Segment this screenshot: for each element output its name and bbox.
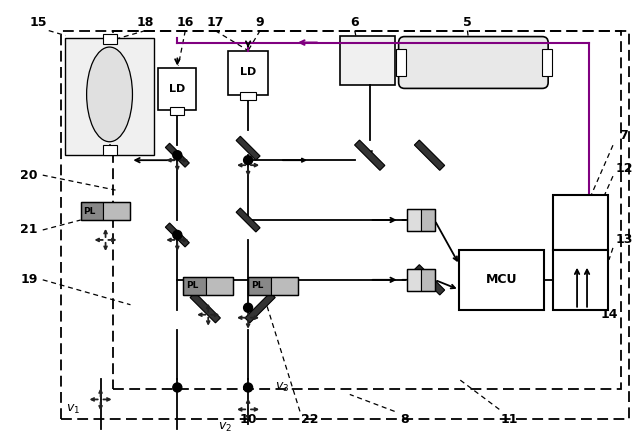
Text: 12: 12 xyxy=(615,161,633,175)
Polygon shape xyxy=(354,140,385,170)
Bar xyxy=(240,92,256,100)
Polygon shape xyxy=(245,293,275,323)
Bar xyxy=(103,202,131,220)
Text: 7: 7 xyxy=(619,129,628,142)
Polygon shape xyxy=(165,223,190,247)
Polygon shape xyxy=(236,136,260,160)
Bar xyxy=(112,31,621,389)
Text: 20: 20 xyxy=(20,169,37,182)
Text: 22: 22 xyxy=(301,413,319,426)
Text: 13: 13 xyxy=(615,234,633,246)
Bar xyxy=(271,277,298,295)
Bar xyxy=(81,202,103,220)
Bar xyxy=(228,51,268,95)
Bar xyxy=(396,48,406,77)
Bar xyxy=(183,277,206,295)
Bar xyxy=(553,195,608,250)
Text: 18: 18 xyxy=(137,16,154,29)
Text: MCU: MCU xyxy=(486,273,517,286)
Bar xyxy=(158,69,197,110)
Text: 9: 9 xyxy=(256,16,264,29)
Bar xyxy=(406,209,434,231)
Polygon shape xyxy=(190,293,221,323)
Text: 19: 19 xyxy=(20,273,37,286)
Bar xyxy=(420,209,434,231)
Bar xyxy=(65,37,155,155)
Bar xyxy=(81,202,131,220)
Text: PL: PL xyxy=(251,281,264,290)
Text: 17: 17 xyxy=(207,16,224,29)
Text: 10: 10 xyxy=(240,413,257,426)
Circle shape xyxy=(173,383,182,392)
Bar xyxy=(248,277,271,295)
Polygon shape xyxy=(415,140,444,170)
Bar xyxy=(406,269,434,291)
Circle shape xyxy=(243,303,252,312)
Text: 21: 21 xyxy=(20,224,37,236)
Circle shape xyxy=(243,383,252,392)
Bar xyxy=(406,209,420,231)
Text: $v_2$: $v_2$ xyxy=(218,421,232,434)
Text: LD: LD xyxy=(169,84,186,95)
Text: 16: 16 xyxy=(177,16,194,29)
Bar xyxy=(420,269,434,291)
Bar xyxy=(183,277,233,295)
Text: 5: 5 xyxy=(463,16,472,29)
FancyBboxPatch shape xyxy=(399,37,548,88)
Ellipse shape xyxy=(87,47,133,142)
Bar xyxy=(553,250,608,310)
Bar xyxy=(340,36,394,85)
Bar xyxy=(542,48,552,77)
Text: LD: LD xyxy=(240,67,256,77)
Bar xyxy=(61,31,629,419)
Bar xyxy=(103,33,117,44)
Text: PL: PL xyxy=(84,206,96,216)
Bar xyxy=(171,107,184,115)
Bar xyxy=(103,145,117,155)
Text: $v_1$: $v_1$ xyxy=(65,403,80,416)
Text: 8: 8 xyxy=(400,413,409,426)
Bar xyxy=(406,269,420,291)
Circle shape xyxy=(173,151,182,160)
Text: 11: 11 xyxy=(500,413,518,426)
Bar xyxy=(460,250,544,310)
Text: $v_3$: $v_3$ xyxy=(275,381,289,394)
Text: 15: 15 xyxy=(30,16,48,29)
Circle shape xyxy=(173,231,182,239)
Text: 14: 14 xyxy=(600,308,618,321)
Polygon shape xyxy=(236,208,260,232)
Bar xyxy=(206,277,233,295)
Polygon shape xyxy=(165,143,190,167)
Text: PL: PL xyxy=(186,281,198,290)
Polygon shape xyxy=(415,264,444,295)
Text: 6: 6 xyxy=(351,16,359,29)
Bar xyxy=(248,277,298,295)
Circle shape xyxy=(243,156,252,165)
